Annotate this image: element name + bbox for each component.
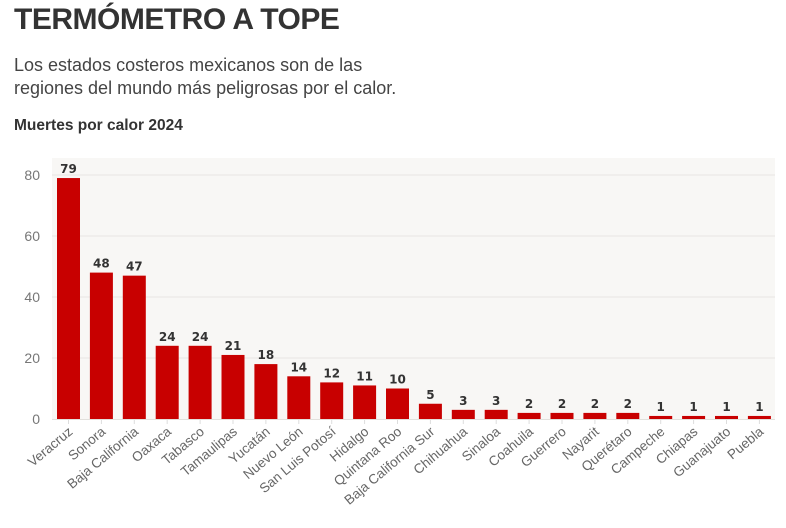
data-label: 1: [755, 400, 763, 414]
y-axis: 0 20 40 60 80: [24, 167, 40, 427]
bar: [155, 345, 179, 419]
data-label: 24: [159, 330, 176, 344]
data-label: 18: [258, 348, 275, 362]
x-tick-label: Veracruz: [25, 424, 76, 470]
subtitle: Los estados costeros mexicanos son de la…: [14, 54, 534, 100]
subtitle-line-1: Los estados costeros mexicanos son de la…: [14, 55, 363, 75]
bar: [583, 412, 607, 419]
data-label: 2: [624, 397, 632, 411]
data-label: 2: [525, 397, 533, 411]
bar: [649, 415, 673, 419]
data-label: 14: [290, 360, 307, 374]
bar: [221, 354, 245, 419]
bar: [517, 412, 541, 419]
data-label: 5: [426, 388, 434, 402]
y-tick-label: 40: [24, 289, 40, 305]
bar: [254, 364, 278, 419]
bar: [616, 412, 640, 419]
data-label: 21: [225, 339, 242, 353]
data-label: 1: [722, 400, 730, 414]
data-label: 47: [126, 260, 143, 274]
data-label: 3: [492, 394, 500, 408]
data-label: 24: [192, 330, 209, 344]
bar: [353, 385, 377, 419]
y-tick-label: 0: [32, 411, 40, 427]
bar: [682, 415, 706, 419]
bar: [320, 382, 344, 419]
data-label: 79: [60, 162, 77, 176]
bar: [122, 275, 146, 419]
data-label: 1: [689, 400, 697, 414]
bar: [550, 412, 574, 419]
chart-title: Muertes por calor 2024: [14, 117, 183, 134]
bar: [89, 272, 113, 419]
x-tick-label: Puebla: [724, 423, 766, 462]
bar: [287, 376, 311, 419]
bar: [386, 388, 409, 419]
bar: [715, 415, 738, 419]
bar: [188, 345, 212, 419]
data-label: 10: [389, 373, 406, 387]
data-label: 2: [591, 397, 599, 411]
data-label: 1: [657, 400, 665, 414]
subtitle-line-2: regiones del mundo más peligrosas por el…: [14, 78, 397, 98]
data-label: 12: [323, 366, 340, 380]
bars: [57, 178, 771, 419]
y-tick-label: 80: [24, 167, 40, 183]
y-tick-label: 60: [24, 228, 40, 244]
data-label: 2: [558, 397, 566, 411]
bar: [57, 178, 80, 419]
bar: [418, 403, 442, 419]
bar: [484, 409, 508, 419]
y-tick-label: 20: [24, 350, 40, 366]
bar: [451, 409, 475, 419]
data-label: 3: [459, 394, 467, 408]
data-label: 11: [356, 369, 373, 383]
bar: [747, 415, 771, 419]
data-label: 48: [93, 257, 110, 271]
page-title: TERMÓMETRO A TOPE: [14, 3, 340, 36]
